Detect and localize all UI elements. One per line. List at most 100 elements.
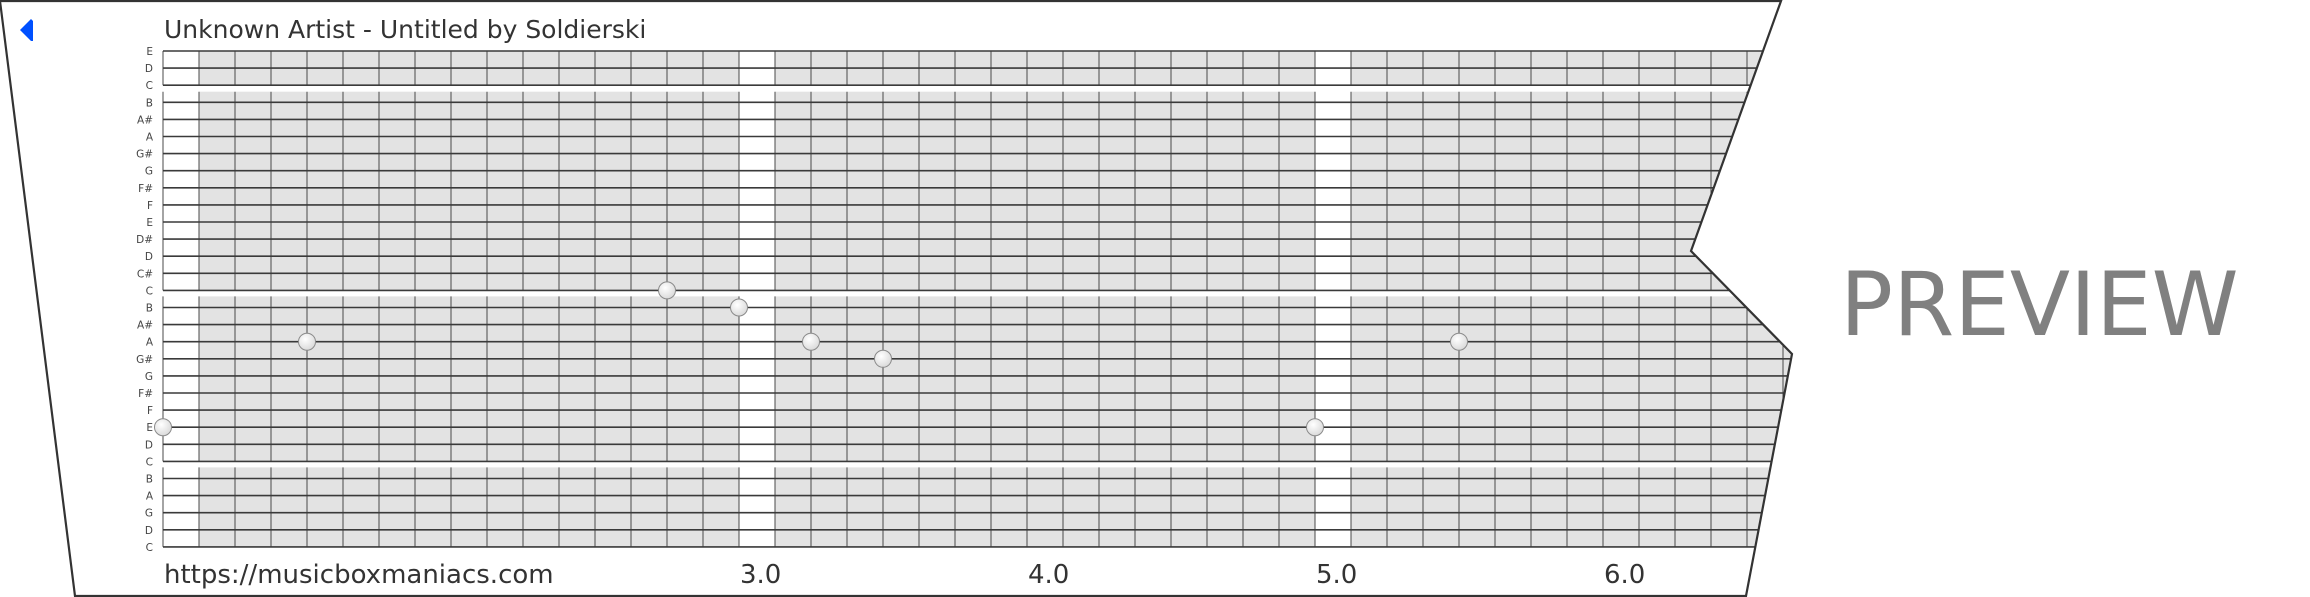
note-marker <box>1306 418 1324 437</box>
back-icon-tail <box>31 19 33 41</box>
grid-cell-column <box>379 296 415 462</box>
footer-url[interactable]: https://musicboxmaniacs.com <box>164 560 554 590</box>
beat-label: 3.0 <box>740 560 781 590</box>
grid-cell-column <box>1603 296 1639 462</box>
grid-cell-column <box>1495 91 1531 291</box>
grid-cell-column <box>811 467 847 547</box>
grid-cell-column <box>1567 91 1603 291</box>
grid-cell-column <box>1495 296 1531 462</box>
track-label: G# <box>136 149 153 161</box>
grid-cell-column <box>1711 467 1747 547</box>
grid-cell-column <box>703 296 739 462</box>
grid-cell-column <box>955 91 991 291</box>
grid-cell-column <box>1279 296 1315 462</box>
grid-cell-column <box>1387 467 1423 547</box>
track-label: C# <box>137 268 153 280</box>
track-label: D <box>145 439 153 451</box>
track-label: G <box>145 508 153 520</box>
strip-outline <box>0 0 1794 597</box>
grid-cell-column <box>1459 296 1495 462</box>
note-marker <box>154 418 172 437</box>
track-label: A# <box>137 320 153 332</box>
grid-cell-column <box>919 91 955 291</box>
grid-cell-column <box>667 467 703 547</box>
track-label: B <box>146 97 153 109</box>
grid-cell-column <box>631 467 667 547</box>
grid-cell-column <box>307 91 343 291</box>
grid-cell-column <box>559 467 595 547</box>
grid-cell-column <box>1063 467 1099 547</box>
grid-cell-column <box>451 296 487 462</box>
grid-cell-column <box>271 91 307 291</box>
beat-labels: 3.0 4.0 5.0 6.0 <box>740 560 1645 590</box>
grid-cell-column <box>1783 51 1792 86</box>
grid-cell-column <box>631 91 667 291</box>
grid-cell-column <box>1207 91 1243 291</box>
track-label: B <box>146 474 153 486</box>
grid-cell-column <box>415 296 451 462</box>
grid-cell-column <box>1387 296 1423 462</box>
grid-cell-column <box>1243 91 1279 291</box>
preview-watermark: PREVIEW <box>1840 253 2239 356</box>
grid-cell-column <box>847 91 883 291</box>
grid-cell-column <box>1639 296 1675 462</box>
grid-cell-column <box>1603 91 1639 291</box>
grid-cell-column <box>235 296 271 462</box>
grid-cell-column <box>1567 467 1603 547</box>
grid-cell-column <box>343 91 379 291</box>
grid-cell-column <box>1171 467 1207 547</box>
grid-cell-column <box>1675 296 1711 462</box>
grid-cell-column <box>1351 91 1387 291</box>
track-label: C <box>146 542 153 554</box>
grid-cell-column <box>307 467 343 547</box>
track-label: D <box>145 63 153 75</box>
grid-cell-column <box>1351 296 1387 462</box>
track-label: A <box>146 337 154 349</box>
grid-cell-column <box>847 296 883 462</box>
grid-cell-column <box>811 91 847 291</box>
grid-cell-column <box>199 91 235 291</box>
grid-cell-column <box>1279 91 1315 291</box>
grid-cell-column <box>1207 296 1243 462</box>
grid-cell-column <box>991 91 1027 291</box>
grid-cell-column <box>271 296 307 462</box>
track-label: F# <box>138 183 153 195</box>
grid-cell-column <box>667 296 703 462</box>
notes <box>154 281 1468 437</box>
grid-cell-column <box>1675 467 1711 547</box>
grid-cell-column <box>991 296 1027 462</box>
grid-cell-column <box>1783 91 1792 291</box>
grid-cell-column <box>1567 296 1603 462</box>
grid-cell-column <box>595 91 631 291</box>
grid-cell-column <box>1459 91 1495 291</box>
grid-cell-column <box>1135 467 1171 547</box>
back-icon[interactable] <box>20 19 31 41</box>
grid-cell-column <box>523 296 559 462</box>
grid-cell-column <box>775 467 811 547</box>
grid-cell-column <box>1495 467 1531 547</box>
grid-cell-column <box>271 467 307 547</box>
track-label: C <box>146 456 153 468</box>
grid-cell-column <box>1711 91 1747 291</box>
grid-cell-column <box>523 91 559 291</box>
track-label: A# <box>137 114 153 126</box>
grid-cell-column <box>955 467 991 547</box>
track-label: G# <box>136 354 153 366</box>
grid-cell-column <box>1027 91 1063 291</box>
grid-cell-column <box>1171 296 1207 462</box>
track-label: D <box>145 525 153 537</box>
grid-cell-column <box>1027 467 1063 547</box>
grid-cell-column <box>1531 296 1567 462</box>
grid-cell-column <box>307 296 343 462</box>
note-marker <box>298 332 316 351</box>
grid-cell-column <box>451 467 487 547</box>
grid-cell-column <box>955 296 991 462</box>
grid-cell-column <box>415 91 451 291</box>
grid-cell-column <box>1603 467 1639 547</box>
grid-cell-column <box>487 467 523 547</box>
note-marker <box>658 281 676 300</box>
track-label: C <box>146 285 153 297</box>
grid-cell-column <box>919 467 955 547</box>
